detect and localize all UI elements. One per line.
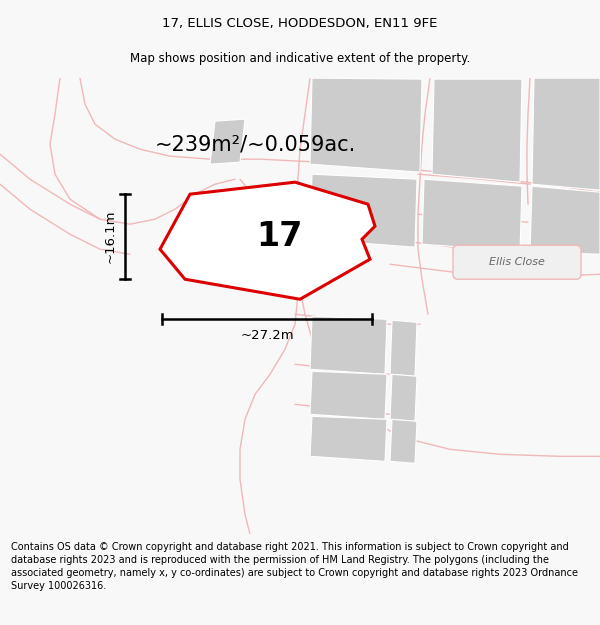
- Text: ~27.2m: ~27.2m: [240, 329, 294, 342]
- Polygon shape: [310, 174, 417, 248]
- Polygon shape: [310, 316, 387, 374]
- Text: ~16.1m: ~16.1m: [104, 210, 117, 264]
- Text: Contains OS data © Crown copyright and database right 2021. This information is : Contains OS data © Crown copyright and d…: [11, 542, 578, 591]
- Text: 17: 17: [256, 221, 302, 254]
- Text: Ellis Close: Ellis Close: [489, 258, 545, 268]
- Text: Map shows position and indicative extent of the property.: Map shows position and indicative extent…: [130, 52, 470, 65]
- Text: 17, ELLIS CLOSE, HODDESDON, EN11 9FE: 17, ELLIS CLOSE, HODDESDON, EN11 9FE: [163, 17, 437, 30]
- Polygon shape: [310, 78, 422, 172]
- Polygon shape: [422, 179, 522, 251]
- Polygon shape: [310, 416, 387, 461]
- Polygon shape: [160, 182, 375, 299]
- Polygon shape: [532, 78, 600, 190]
- FancyBboxPatch shape: [453, 245, 581, 279]
- Polygon shape: [432, 79, 522, 182]
- Polygon shape: [390, 419, 417, 463]
- Polygon shape: [530, 186, 600, 254]
- Text: ~239m²/~0.059ac.: ~239m²/~0.059ac.: [154, 134, 356, 154]
- Polygon shape: [390, 320, 417, 376]
- Polygon shape: [210, 119, 245, 164]
- Polygon shape: [390, 374, 417, 421]
- Polygon shape: [310, 371, 387, 419]
